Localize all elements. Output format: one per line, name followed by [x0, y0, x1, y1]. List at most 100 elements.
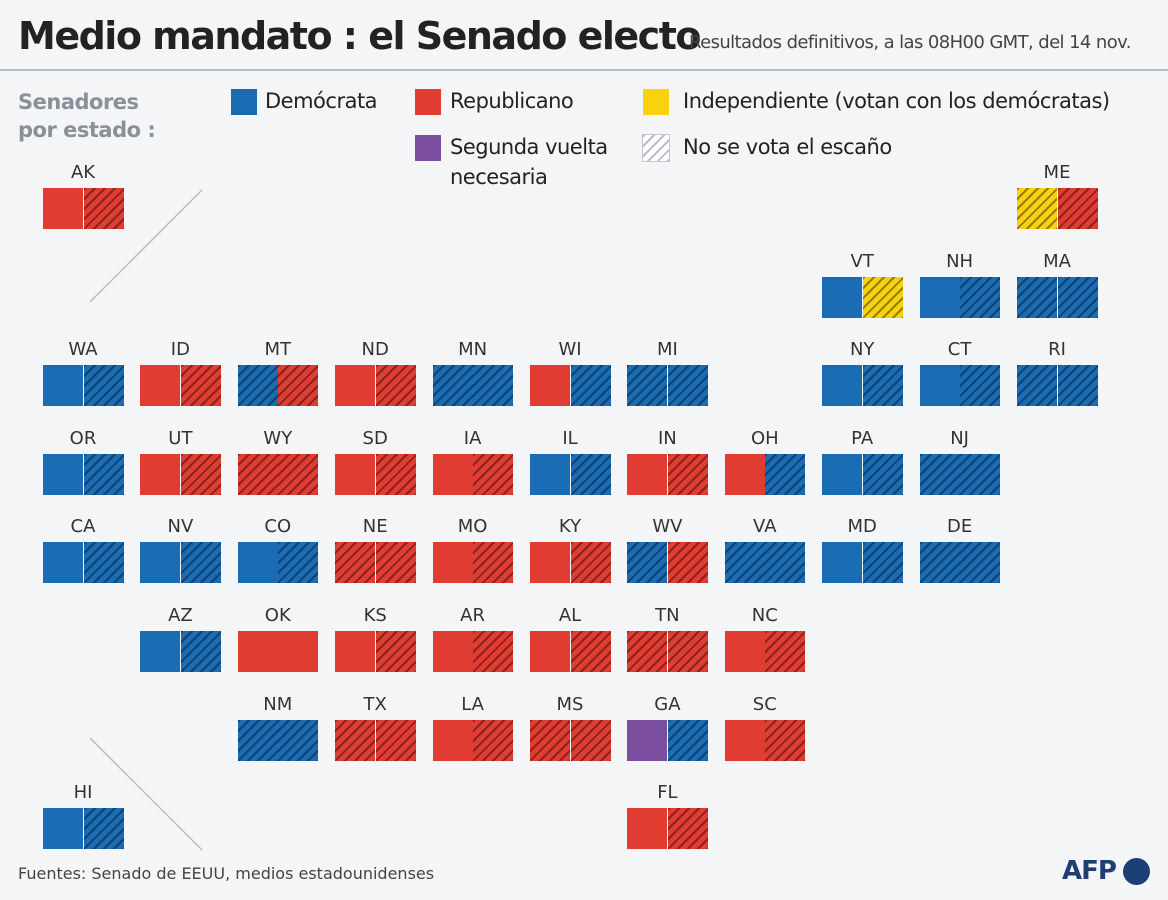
state-code: WY — [263, 427, 293, 449]
seat — [667, 808, 708, 850]
state-code: RI — [1048, 339, 1066, 361]
state-code: TN — [655, 605, 680, 626]
state-code: KS — [363, 605, 387, 626]
seat — [473, 631, 514, 672]
seat — [667, 453, 708, 495]
state-code: MD — [847, 516, 877, 538]
logo: AFP — [1062, 856, 1117, 886]
seat — [862, 453, 903, 495]
subtitle: Resultados definitivos, a las 08H00 GMT,… — [689, 32, 1131, 53]
seat — [432, 631, 473, 672]
state-code: WI — [558, 339, 582, 361]
seat — [1057, 276, 1098, 318]
state-code: ND — [361, 339, 389, 361]
seat — [335, 631, 376, 672]
seat — [919, 453, 960, 495]
seat — [1057, 365, 1098, 407]
seat — [530, 719, 570, 761]
state-code: NE — [362, 516, 388, 538]
seat — [335, 365, 376, 407]
seat — [375, 453, 416, 495]
title: Medio mandato : el Senado electo — [18, 14, 701, 58]
state-code: ME — [1043, 162, 1071, 183]
seat — [237, 365, 278, 407]
logo-dot — [1123, 858, 1150, 885]
state-code: NV — [167, 516, 194, 538]
state-code: TX — [363, 693, 387, 715]
seat — [83, 542, 124, 584]
seat — [278, 631, 319, 672]
state-code: IL — [562, 427, 578, 449]
seat — [335, 453, 376, 495]
state-code: OH — [750, 427, 779, 449]
seat — [43, 808, 83, 850]
seat — [862, 276, 903, 318]
seat — [43, 365, 83, 407]
state-code: IA — [463, 427, 482, 449]
seat — [570, 365, 611, 407]
seat — [473, 542, 514, 584]
seat — [180, 453, 221, 495]
state-code: UT — [168, 427, 193, 449]
state-code: FL — [657, 782, 678, 804]
seat — [530, 453, 570, 495]
seat — [724, 453, 765, 495]
state-code: AK — [70, 162, 96, 183]
seat — [180, 365, 221, 407]
seat — [960, 453, 1001, 495]
state-code: WV — [652, 516, 683, 538]
seat — [432, 453, 473, 495]
seat — [180, 631, 221, 672]
seat — [1017, 188, 1057, 229]
seat — [724, 542, 765, 584]
seat — [960, 542, 1001, 584]
seat — [237, 719, 278, 761]
seat — [765, 631, 806, 672]
seat — [627, 719, 668, 761]
legend-swatch — [415, 135, 441, 161]
state-code: IN — [658, 427, 677, 449]
seat — [862, 365, 903, 407]
legend-swatch — [642, 134, 670, 162]
state-code: LA — [461, 693, 484, 715]
state-code: DE — [946, 516, 973, 538]
seat — [140, 365, 181, 407]
state-code: VT — [850, 250, 874, 272]
seat — [237, 542, 278, 584]
seat — [375, 542, 416, 584]
divider — [89, 189, 203, 303]
seat — [140, 542, 181, 584]
seat — [724, 719, 765, 761]
legend-label: Segunda vuelta necesaria — [450, 135, 608, 189]
seat — [473, 453, 514, 495]
state-code: ID — [170, 339, 190, 361]
legend-label: No se vota el escaño — [683, 135, 892, 159]
seat — [667, 542, 708, 584]
seat — [335, 719, 376, 761]
seat — [919, 542, 960, 584]
seat — [667, 631, 708, 672]
seat — [140, 453, 181, 495]
state-code: NY — [849, 339, 875, 361]
seat — [43, 188, 83, 229]
seat — [180, 542, 221, 584]
legend-label: Republicano — [450, 89, 574, 113]
seat — [822, 365, 863, 407]
seat — [1057, 188, 1098, 229]
state-code: KY — [558, 516, 582, 538]
seat — [765, 542, 806, 584]
state-code: WA — [68, 339, 98, 361]
state-code: GA — [654, 693, 681, 715]
seat — [627, 365, 668, 407]
state-code: CO — [264, 516, 292, 538]
state-code: VA — [753, 516, 777, 538]
seat — [667, 365, 708, 407]
seat — [862, 542, 903, 584]
state-code: OK — [264, 605, 291, 626]
state-code: CA — [70, 516, 96, 538]
seat — [83, 453, 124, 495]
state-code: AL — [558, 605, 582, 626]
seat — [960, 365, 1001, 407]
